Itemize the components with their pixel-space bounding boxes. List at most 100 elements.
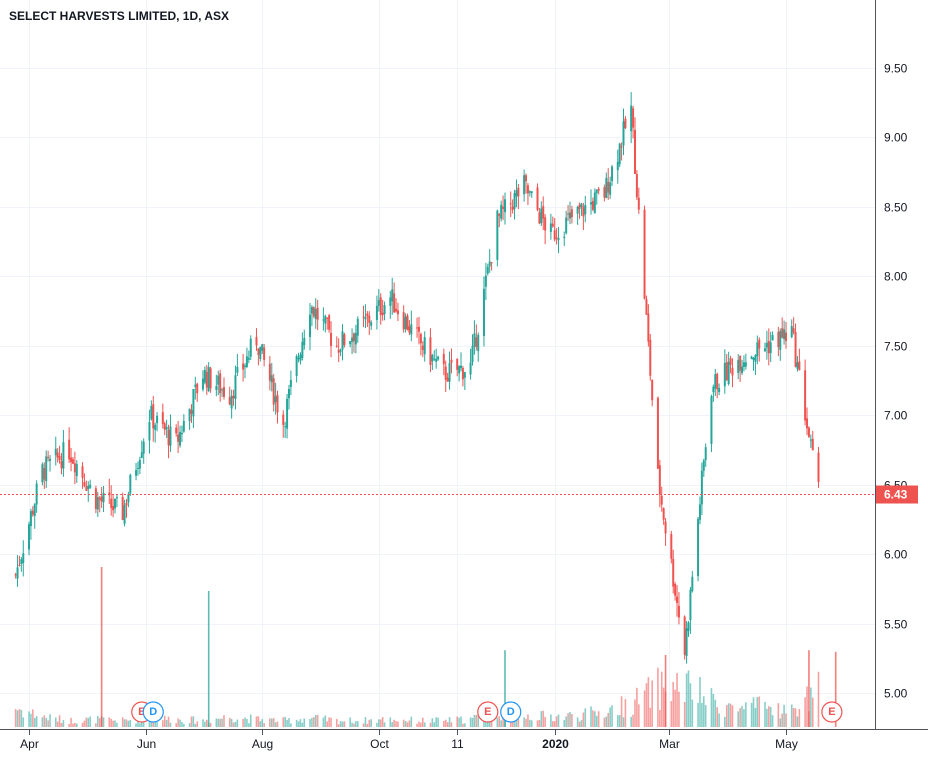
candle-body xyxy=(633,129,636,174)
volume-bar xyxy=(41,717,44,727)
earnings-marker[interactable]: E xyxy=(477,701,499,723)
volume-bar xyxy=(355,721,357,727)
volume-bar xyxy=(353,723,355,727)
time-axis[interactable]: Apr Jun Aug Oct 11 2020 Mar May xyxy=(20,730,798,751)
candle-body xyxy=(500,204,503,219)
candle-body xyxy=(330,332,333,346)
volume-bar xyxy=(703,696,705,727)
candle-body xyxy=(268,363,271,381)
volume-bar xyxy=(618,715,621,727)
candle-body xyxy=(712,386,715,393)
candle-body xyxy=(121,496,124,520)
candle-body xyxy=(22,553,25,563)
volume-bar xyxy=(167,716,170,727)
volume-bar xyxy=(704,705,707,727)
volume-bar xyxy=(56,721,59,727)
earnings-marker[interactable]: E xyxy=(821,701,843,723)
candle-body xyxy=(257,348,260,355)
volume-bar xyxy=(221,718,223,727)
marker-label: D xyxy=(149,706,157,718)
candle-body xyxy=(328,315,331,330)
volume-bar xyxy=(299,719,302,727)
y-tick-label: 7.50 xyxy=(884,340,908,354)
volume-bar xyxy=(752,697,755,727)
volume-bar xyxy=(140,718,143,727)
candle-body xyxy=(370,322,373,326)
volume-bar xyxy=(45,717,48,727)
candle-body xyxy=(792,328,795,333)
candle-body xyxy=(83,482,86,487)
volume-spike xyxy=(504,650,506,727)
candle-body xyxy=(123,505,126,524)
candle-body xyxy=(349,341,352,345)
candle-body xyxy=(54,448,57,456)
volume-bar xyxy=(288,718,290,727)
candle-body xyxy=(804,370,807,421)
candle-body xyxy=(683,616,686,655)
candle-body xyxy=(255,336,258,346)
candle-body xyxy=(752,357,755,360)
volume-bar xyxy=(544,716,546,727)
dividend-marker[interactable]: D xyxy=(500,701,522,723)
candle-body xyxy=(750,356,753,359)
volume-bar xyxy=(597,711,600,727)
candle-body xyxy=(192,388,195,417)
volume-bar xyxy=(603,717,606,727)
volume-bar xyxy=(810,687,812,727)
volume-bar xyxy=(202,719,204,727)
candle-body xyxy=(593,192,596,213)
candle-body xyxy=(584,204,587,215)
volume-bar xyxy=(643,690,646,727)
volume-bar xyxy=(622,717,625,727)
volume-bar xyxy=(620,696,623,727)
candle-body xyxy=(549,223,552,232)
candle-body xyxy=(664,521,667,534)
candle-body xyxy=(282,414,285,425)
volume-bar xyxy=(108,717,111,727)
volume-bar xyxy=(764,701,766,727)
candle-body xyxy=(725,362,728,381)
candle-body xyxy=(809,439,812,441)
volume-bar xyxy=(758,696,761,727)
candle-body xyxy=(742,362,745,368)
volume-bar xyxy=(368,719,371,727)
volume-bar xyxy=(366,723,369,727)
volume-bar xyxy=(35,716,38,727)
dividend-marker[interactable]: D xyxy=(142,701,164,723)
candle-body xyxy=(381,312,384,316)
volume-bar xyxy=(817,671,820,727)
candle-body xyxy=(540,208,543,224)
volume-bar xyxy=(685,673,688,727)
volume-bar xyxy=(689,683,692,727)
candle-body xyxy=(152,404,155,429)
volume-bar xyxy=(420,722,422,727)
candle-body xyxy=(62,442,65,469)
candle-body xyxy=(351,337,354,342)
volume-bar xyxy=(406,722,409,727)
volume-bar xyxy=(269,718,271,727)
volume-bar xyxy=(192,716,195,727)
volume-bar xyxy=(32,709,34,727)
candle-body xyxy=(557,237,560,241)
candle-body xyxy=(435,358,438,362)
candle-body xyxy=(175,427,178,434)
volume-spike xyxy=(834,651,837,727)
volume-bar xyxy=(314,715,317,727)
candle-body xyxy=(417,326,420,332)
volume-bar xyxy=(341,721,344,727)
candle-body xyxy=(429,337,432,365)
candle-body xyxy=(177,434,180,442)
marker-circle xyxy=(500,701,522,723)
volume-bar xyxy=(393,719,395,727)
volume-bar xyxy=(576,717,579,727)
candle-body xyxy=(431,355,434,362)
candle-body xyxy=(469,362,472,375)
candle-body xyxy=(150,406,153,420)
volume-bar xyxy=(727,703,730,727)
marker-circle xyxy=(477,701,499,723)
candle-body xyxy=(448,362,451,382)
candle-body xyxy=(605,177,608,199)
volume-bar xyxy=(383,722,386,727)
volume-bar xyxy=(647,677,650,727)
